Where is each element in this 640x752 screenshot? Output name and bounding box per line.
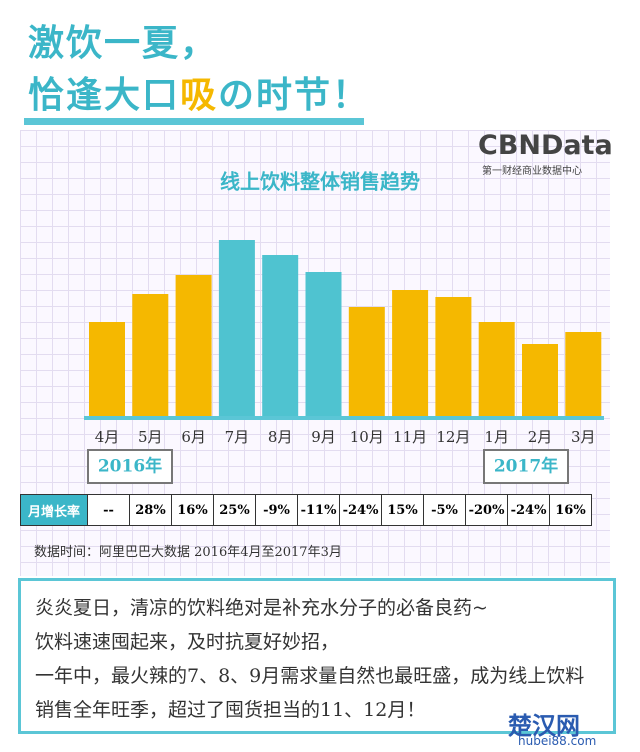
- x-tick-label: 11月: [393, 428, 427, 446]
- table-header: 月增长率: [20, 494, 88, 526]
- title-part: の时节！: [218, 75, 371, 116]
- x-tick-label: 8月: [268, 428, 293, 446]
- table-cell: --: [87, 494, 130, 526]
- bar: [132, 294, 169, 416]
- x-tick-label: 2月: [528, 428, 553, 446]
- logo-subtitle: 第一财经商业数据中心: [482, 166, 582, 177]
- text-box: 炎炎夏日，清凉的饮料绝对是补充水分子的必备良药~ 饮料速速囤起来，及时抗夏好妙招…: [18, 578, 616, 734]
- bar: [522, 344, 558, 416]
- table-cell: 15%: [381, 494, 424, 526]
- growth-table: 月增长率 -- 28% 16% 25% -9% -11% -24% 15% -5% -20% -24%…: [20, 494, 592, 526]
- table-cell: 16%: [171, 494, 214, 526]
- bar: [262, 255, 299, 416]
- bar: [565, 332, 602, 416]
- x-tick-label: 10月: [350, 428, 384, 446]
- body-line: 炎炎夏日，清凉的饮料绝对是补充水分子的必备良药~: [35, 597, 488, 619]
- x-tick-label: 6月: [181, 428, 206, 446]
- table-cell: 28%: [129, 494, 172, 526]
- x-tick-label: 9月: [311, 428, 336, 446]
- bar: [89, 322, 125, 416]
- logo: CBNData: [478, 130, 613, 161]
- bar: [478, 322, 515, 416]
- table-cell: -5%: [423, 494, 466, 526]
- year-box: [87, 449, 173, 484]
- title-highlight: 吸: [180, 75, 219, 116]
- year-label: 2016年: [98, 456, 162, 477]
- table-cell: 25%: [213, 494, 256, 526]
- chart: 线上饮料整体销售趋势 2016年 2017年 4月 5月 6月 7月 8月 9月 10月 11…: [84, 170, 604, 484]
- x-tick-label: 5月: [138, 428, 163, 446]
- title-line: 激饮一夏，: [28, 23, 219, 64]
- bar: [435, 297, 472, 416]
- body-line: 销售全年旺季，超过了囤货担当的11、12月！: [35, 699, 426, 721]
- table-row: 月增长率 -- 28% 16% 25% -9% -11% -24% 15% -5% -20% -24%…: [20, 494, 592, 526]
- body-line: 一年中，最火辣的7、8、9月需求量自然也最旺盛，成为线上饮料: [35, 665, 585, 687]
- title-rule: [24, 118, 364, 125]
- x-tick-label: 7月: [225, 428, 250, 446]
- x-tick-label: 1月: [484, 428, 509, 446]
- title-part: 恰逢大口: [28, 75, 181, 116]
- watermark-url: hubei88.com: [518, 734, 597, 748]
- bar: [392, 290, 429, 416]
- watermark: 楚汉网: [508, 712, 580, 740]
- x-tick-label: 3月: [571, 428, 596, 446]
- table-cell: -24%: [339, 494, 382, 526]
- x-tick-label: 4月: [95, 428, 120, 446]
- body-line: 饮料速速囤起来，及时抗夏好妙招，: [35, 631, 340, 653]
- bar: [175, 275, 212, 416]
- table-cell: 16%: [549, 494, 592, 526]
- chart-title: 线上饮料整体销售趋势: [220, 170, 420, 194]
- bar: [348, 307, 385, 416]
- table-cell: -24%: [507, 494, 550, 526]
- x-tick-label: 12月: [436, 428, 470, 446]
- table-cell: -20%: [465, 494, 508, 526]
- year-box: [483, 449, 569, 484]
- title-line: 恰逢大口吸の时节！: [28, 66, 370, 118]
- source-note: 数据时间：阿里巴巴大数据 2016年4月至2017年3月: [34, 545, 342, 560]
- bar: [305, 272, 342, 416]
- table-cell: -11%: [297, 494, 340, 526]
- year-label: 2017年: [494, 456, 558, 477]
- bar: [218, 240, 255, 416]
- table-cell: -9%: [255, 494, 298, 526]
